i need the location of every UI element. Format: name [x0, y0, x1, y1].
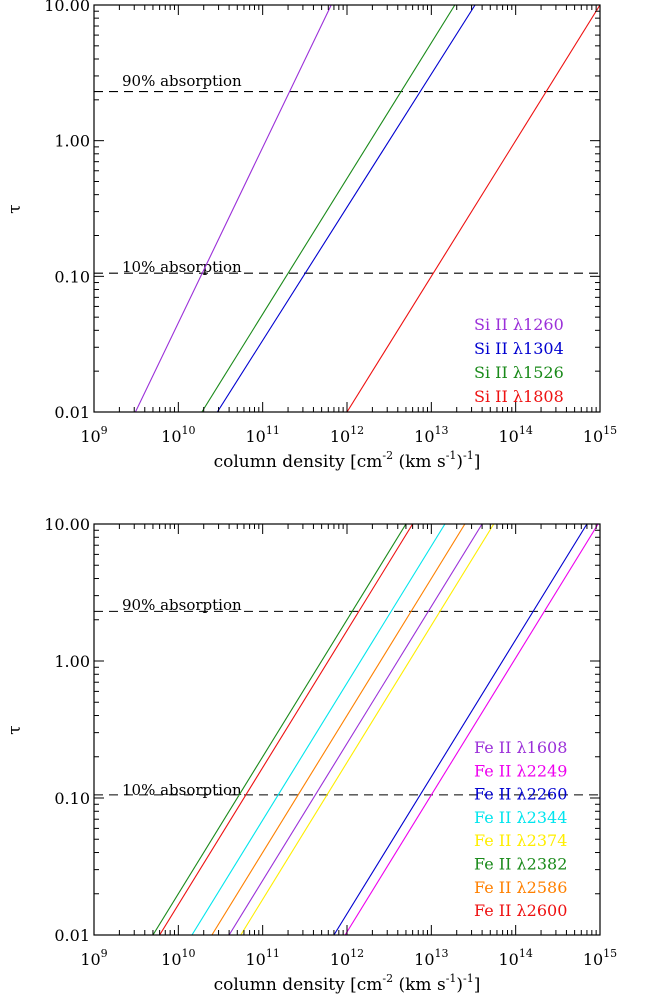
x-tick-exponent: 10 — [182, 424, 196, 437]
x-tick-label: 1011 — [245, 424, 279, 446]
y-tick-label: 10.00 — [44, 515, 90, 534]
y-tick-label: 1.00 — [54, 652, 90, 671]
reference-label: 90% absorption — [122, 72, 242, 90]
x-tick-label: 109 — [80, 424, 107, 446]
y-tick-label: 0.10 — [54, 267, 90, 286]
legend-entry: Fe II λ2586 — [474, 878, 567, 897]
legend-entry: Fe II λ2249 — [474, 761, 567, 780]
x-tick-exponent: 9 — [101, 424, 108, 437]
x-axis-title-part: (km s — [393, 975, 446, 995]
x-tick-base: 10 — [583, 427, 603, 446]
y-tick-label: 1.00 — [54, 132, 90, 151]
x-axis-title-part: ] — [474, 452, 481, 472]
x-tick-base: 10 — [414, 950, 434, 969]
y-tick-label: 0.10 — [54, 789, 90, 808]
x-tick-label: 1015 — [583, 424, 617, 446]
x-tick-base: 10 — [330, 427, 350, 446]
series-line — [211, 524, 466, 935]
x-axis-title-part: -1 — [446, 449, 457, 462]
series-line — [159, 524, 414, 935]
legend-entry: Si II λ1526 — [474, 363, 564, 382]
x-tick-exponent: 11 — [266, 424, 280, 437]
legend-entry: Fe II λ2374 — [474, 831, 567, 850]
series-line — [228, 524, 483, 935]
x-tick-base: 10 — [330, 950, 350, 969]
series-line — [333, 524, 588, 935]
x-tick-base: 10 — [161, 427, 181, 446]
x-tick-base: 10 — [161, 950, 181, 969]
series-line — [216, 5, 476, 412]
legend-entry: Fe II λ1608 — [474, 738, 567, 757]
x-tick-label: 1010 — [161, 424, 195, 446]
x-tick-exponent: 13 — [435, 947, 449, 960]
x-tick-label: 1015 — [583, 947, 617, 969]
series-line — [344, 524, 599, 935]
legend-entry: Fe II λ2260 — [474, 785, 567, 804]
x-tick-exponent: 13 — [435, 424, 449, 437]
x-axis-title-part: column density [cm — [214, 452, 383, 472]
y-tick-label: 0.01 — [54, 403, 90, 422]
x-tick-exponent: 15 — [603, 424, 617, 437]
x-tick-exponent: 12 — [350, 947, 364, 960]
x-tick-label: 1014 — [498, 424, 532, 446]
series-line — [201, 5, 456, 412]
series-line — [240, 524, 495, 935]
legend-entry: Si II λ1808 — [474, 387, 564, 406]
y-tick-label: 10.00 — [44, 0, 90, 15]
y-axis-title: τ — [5, 725, 25, 734]
x-tick-base: 10 — [498, 950, 518, 969]
series-line — [191, 524, 446, 935]
x-tick-exponent: 14 — [519, 947, 533, 960]
x-tick-label: 1011 — [245, 947, 279, 969]
reference-label: 10% absorption — [122, 258, 242, 276]
y-axis-title: τ — [5, 204, 25, 213]
x-tick-base: 10 — [414, 427, 434, 446]
series-line — [346, 5, 600, 412]
x-tick-label: 1012 — [330, 424, 364, 446]
x-tick-base: 10 — [80, 427, 100, 446]
legend-entry: Fe II λ2344 — [474, 808, 567, 827]
x-axis-title-part: ) — [456, 975, 463, 995]
x-tick-base: 10 — [498, 427, 518, 446]
y-tick-label: 0.01 — [54, 926, 90, 945]
x-tick-base: 10 — [245, 427, 265, 446]
x-tick-label: 1014 — [498, 947, 532, 969]
x-axis-title-part: ) — [456, 452, 463, 472]
x-tick-label: 1013 — [414, 424, 448, 446]
reference-label: 90% absorption — [122, 596, 242, 614]
x-axis-title-part: ] — [474, 975, 481, 995]
x-tick-base: 10 — [245, 950, 265, 969]
legend-entry: Fe II λ2600 — [474, 901, 567, 920]
x-axis-title-part: column density [cm — [214, 975, 383, 995]
legend-entry: Si II λ1260 — [474, 315, 564, 334]
x-tick-label: 1010 — [161, 947, 195, 969]
series-line — [134, 5, 332, 412]
x-tick-exponent: 9 — [101, 947, 108, 960]
x-tick-label: 109 — [80, 947, 107, 969]
x-tick-base: 10 — [80, 950, 100, 969]
x-axis-title-part: -2 — [382, 449, 393, 462]
reference-label: 10% absorption — [122, 781, 242, 799]
series-line — [152, 524, 407, 935]
x-tick-base: 10 — [583, 950, 603, 969]
x-axis-title-part: -1 — [463, 972, 474, 985]
x-tick-exponent: 14 — [519, 424, 533, 437]
x-tick-label: 1012 — [330, 947, 364, 969]
x-axis-title: column density [cm-2 (km s-1)-1] — [214, 449, 481, 472]
x-tick-exponent: 15 — [603, 947, 617, 960]
x-axis-title-part: -2 — [382, 972, 393, 985]
x-axis-title-part: (km s — [393, 452, 446, 472]
x-axis-title: column density [cm-2 (km s-1)-1] — [214, 972, 481, 995]
x-tick-exponent: 12 — [350, 424, 364, 437]
x-tick-exponent: 10 — [182, 947, 196, 960]
legend-entry: Fe II λ2382 — [474, 855, 567, 874]
legend-entry: Si II λ1304 — [474, 339, 564, 358]
x-axis-title-part: -1 — [446, 972, 457, 985]
x-axis-title-part: -1 — [463, 449, 474, 462]
x-tick-exponent: 11 — [266, 947, 280, 960]
x-tick-label: 1013 — [414, 947, 448, 969]
